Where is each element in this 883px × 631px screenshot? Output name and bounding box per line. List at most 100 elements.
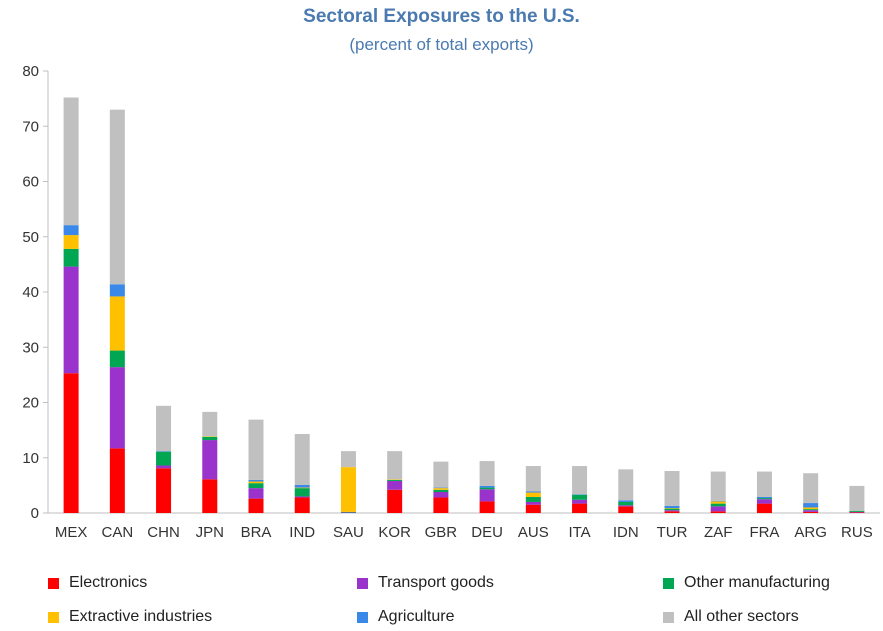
bar-segment-bra-extractive-industries bbox=[248, 481, 264, 484]
bar-segment-ind-all-other-sectors bbox=[294, 433, 310, 485]
bar-segment-idn-agriculture bbox=[618, 500, 634, 502]
bar-segment-chn-agriculture bbox=[156, 451, 172, 452]
x-tick-label: GBR bbox=[425, 524, 458, 541]
bar-segment-aus-all-other-sectors bbox=[525, 466, 541, 492]
bar-segment-kor-electronics bbox=[387, 489, 403, 513]
bar-segment-jpn-other-manufacturing bbox=[202, 436, 218, 441]
bar-segment-bra-electronics bbox=[248, 498, 264, 513]
x-tick-label: IDN bbox=[613, 524, 639, 541]
x-tick-label: KOR bbox=[378, 524, 411, 541]
y-tick-label: 80 bbox=[22, 63, 39, 80]
legend-item: Other manufacturing bbox=[663, 574, 830, 592]
legend-swatch bbox=[663, 611, 674, 623]
bar-segment-can-agriculture bbox=[109, 284, 125, 297]
bar-segment-ind-other-manufacturing bbox=[294, 488, 310, 497]
bar-segment-chn-transport-goods bbox=[156, 465, 172, 469]
bar-segment-aus-extractive-industries bbox=[525, 492, 541, 497]
x-tick-label: SAU bbox=[333, 524, 364, 541]
bar-segment-deu-electronics bbox=[479, 501, 495, 513]
bar-segment-chn-electronics bbox=[156, 468, 172, 513]
bar-segment-tur-electronics bbox=[664, 511, 680, 513]
bar-segment-jpn-transport-goods bbox=[202, 440, 218, 480]
bar-segment-ind-transport-goods bbox=[294, 496, 310, 498]
bar-segment-bra-transport-goods bbox=[248, 488, 264, 499]
bar-segment-ita-agriculture bbox=[572, 494, 588, 495]
bar-segment-aus-electronics bbox=[525, 504, 541, 513]
legend-label: Agriculture bbox=[378, 608, 455, 625]
bar-segment-mex-all-other-sectors bbox=[63, 97, 79, 226]
legend-label: Electronics bbox=[69, 574, 148, 591]
y-tick-label: 70 bbox=[22, 118, 39, 135]
bar-segment-gbr-extractive-industries bbox=[433, 488, 449, 490]
bar-segment-tur-all-other-sectors bbox=[664, 471, 680, 506]
legend-label: Extractive industries bbox=[69, 608, 213, 625]
bar-segment-fra-transport-goods bbox=[756, 499, 772, 504]
legend-item: Electronics bbox=[48, 574, 147, 592]
bar-segment-zaf-electronics bbox=[710, 511, 726, 513]
x-tick-label: ZAF bbox=[704, 524, 732, 541]
bar-segment-rus-transport-goods bbox=[849, 511, 865, 513]
bar-segment-arg-agriculture bbox=[803, 503, 819, 508]
stacked-bar-chart: 0 10 20 30 40 50 60 70 80 MEX CAN CHN JPN BRA IND SAU KO… bbox=[22, 63, 880, 541]
bar-segment-idn-transport-goods bbox=[618, 505, 634, 507]
bar-segment-arg-all-other-sectors bbox=[803, 473, 819, 504]
legend-swatch bbox=[357, 611, 368, 623]
bar-segment-sau-transport-goods bbox=[340, 512, 356, 513]
y-tick-label: 20 bbox=[22, 395, 39, 412]
bar-segment-gbr-transport-goods bbox=[433, 492, 449, 498]
bar-segment-deu-other-manufacturing bbox=[479, 487, 495, 490]
bar-segment-ita-all-other-sectors bbox=[572, 466, 588, 495]
bar-segment-can-electronics bbox=[109, 448, 125, 513]
bar-segment-fra-all-other-sectors bbox=[756, 471, 772, 497]
bar-segment-mex-agriculture bbox=[63, 225, 79, 236]
x-tick-label: IND bbox=[289, 524, 315, 541]
bar-segment-zaf-extractive-industries bbox=[710, 501, 726, 504]
bar-segment-ita-electronics bbox=[572, 503, 588, 513]
x-tick-label: TUR bbox=[657, 524, 688, 541]
bar-segment-kor-all-other-sectors bbox=[387, 451, 403, 480]
bar-segment-arg-transport-goods bbox=[803, 510, 819, 512]
bar-segment-chn-all-other-sectors bbox=[156, 405, 172, 452]
x-tick-label: CAN bbox=[101, 524, 133, 541]
legend-label: All other sectors bbox=[684, 608, 799, 625]
legend-item: Extractive industries bbox=[48, 608, 212, 626]
bar-segment-arg-electronics bbox=[803, 511, 819, 513]
legend-item: Agriculture bbox=[357, 608, 454, 626]
bar-segment-jpn-all-other-sectors bbox=[202, 411, 218, 437]
bar-segment-sau-extractive-industries bbox=[340, 467, 356, 512]
chart-title: Sectoral Exposures to the U.S. bbox=[303, 6, 580, 27]
bar-segment-aus-agriculture bbox=[525, 491, 541, 493]
bar-segment-tur-other-manufacturing bbox=[664, 508, 680, 511]
y-tick-label: 30 bbox=[22, 339, 39, 356]
bar-segment-bra-agriculture bbox=[248, 479, 264, 482]
legend-item: All other sectors bbox=[663, 608, 799, 626]
x-tick-label: FRA bbox=[749, 524, 779, 541]
bar-segment-tur-extractive-industries bbox=[664, 508, 680, 509]
bar-segment-rus-other-manufacturing bbox=[849, 510, 865, 512]
legend-item: Transport goods bbox=[357, 574, 494, 592]
y-tick-label: 10 bbox=[22, 450, 39, 467]
y-tick-label: 50 bbox=[22, 229, 39, 246]
bar-segment-aus-other-manufacturing bbox=[525, 496, 541, 502]
chart-subtitle: (percent of total exports) bbox=[349, 35, 534, 54]
bar-segment-rus-electronics bbox=[849, 512, 865, 513]
bar-segment-can-all-other-sectors bbox=[109, 109, 125, 285]
x-tick-label: ARG bbox=[794, 524, 827, 541]
bar-segment-gbr-all-other-sectors bbox=[433, 461, 449, 488]
legend-swatch bbox=[48, 577, 59, 589]
bar-segment-ind-electronics bbox=[294, 497, 310, 513]
y-tick-label: 0 bbox=[31, 505, 39, 522]
legend-swatch bbox=[357, 577, 368, 589]
bar-segment-mex-extractive-industries bbox=[63, 235, 79, 249]
bar-segment-zaf-transport-goods bbox=[710, 506, 726, 512]
bar-segment-bra-other-manufacturing bbox=[248, 483, 264, 489]
bar-segment-zaf-all-other-sectors bbox=[710, 471, 726, 501]
bar-segment-deu-agriculture bbox=[479, 485, 495, 488]
bar-segment-idn-other-manufacturing bbox=[618, 501, 634, 506]
bar-segment-zaf-agriculture bbox=[710, 500, 726, 502]
bar-segment-kor-extractive-industries bbox=[387, 479, 403, 480]
y-tick-label: 60 bbox=[22, 174, 39, 191]
chart-legend: Electronics Transport goods Other manufact… bbox=[0, 568, 883, 628]
bar-segment-jpn-extractive-industries bbox=[202, 436, 218, 437]
bar-segment-arg-other-manufacturing bbox=[803, 509, 819, 511]
